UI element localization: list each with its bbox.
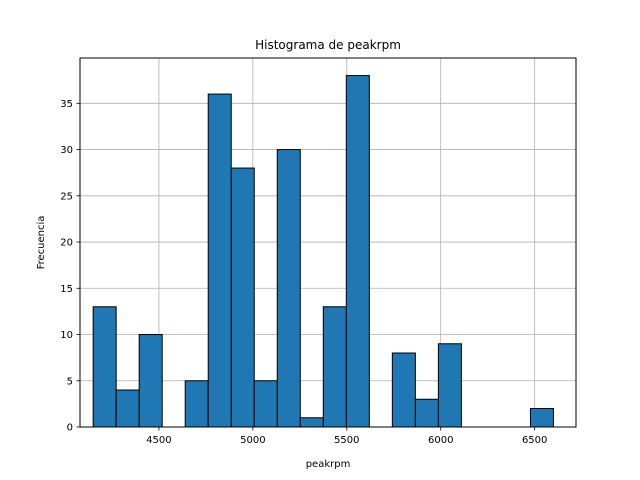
- histogram-bar: [345, 75, 370, 428]
- y-tick-label: 20: [60, 238, 73, 249]
- y-tick-label: 30: [60, 145, 73, 156]
- y-tick-label: 25: [60, 191, 73, 202]
- histogram-bar: [184, 380, 209, 428]
- histogram-bar: [322, 306, 347, 428]
- x-tick-label: 6000: [428, 435, 453, 446]
- y-tick-label: 35: [60, 99, 73, 110]
- y-tick-label: 15: [60, 284, 73, 295]
- bars: [92, 75, 554, 428]
- y-axis-label: Frecuencia: [36, 216, 47, 270]
- histogram-bar: [414, 398, 439, 428]
- histogram-bar: [230, 167, 255, 428]
- axis-ticks: 4500 5000 5500 6000 6500 0 5 10 15 20 25 30 35: [60, 99, 547, 446]
- y-tick-label: 0: [67, 423, 73, 434]
- histogram-bar: [138, 334, 163, 428]
- x-axis-label: peakrpm: [306, 459, 351, 470]
- y-tick-label: 5: [67, 376, 73, 387]
- histogram-bar: [92, 306, 117, 428]
- histogram-bar: [529, 408, 554, 428]
- histogram-bar: [391, 352, 416, 428]
- histogram-bar: [299, 417, 324, 428]
- x-tick-label: 5500: [334, 435, 359, 446]
- histogram-bar: [207, 93, 232, 428]
- histogram-bar: [276, 149, 301, 428]
- chart-title: Histograma de peakrpm: [255, 38, 401, 52]
- histogram-bar: [253, 380, 278, 428]
- histogram-bar: [115, 389, 140, 428]
- y-tick-label: 10: [60, 330, 73, 341]
- x-tick-label: 6500: [522, 435, 547, 446]
- x-tick-label: 4500: [146, 435, 171, 446]
- histogram-bar: [437, 343, 462, 428]
- plot-frame: [79, 57, 577, 428]
- x-tick-label: 5000: [240, 435, 265, 446]
